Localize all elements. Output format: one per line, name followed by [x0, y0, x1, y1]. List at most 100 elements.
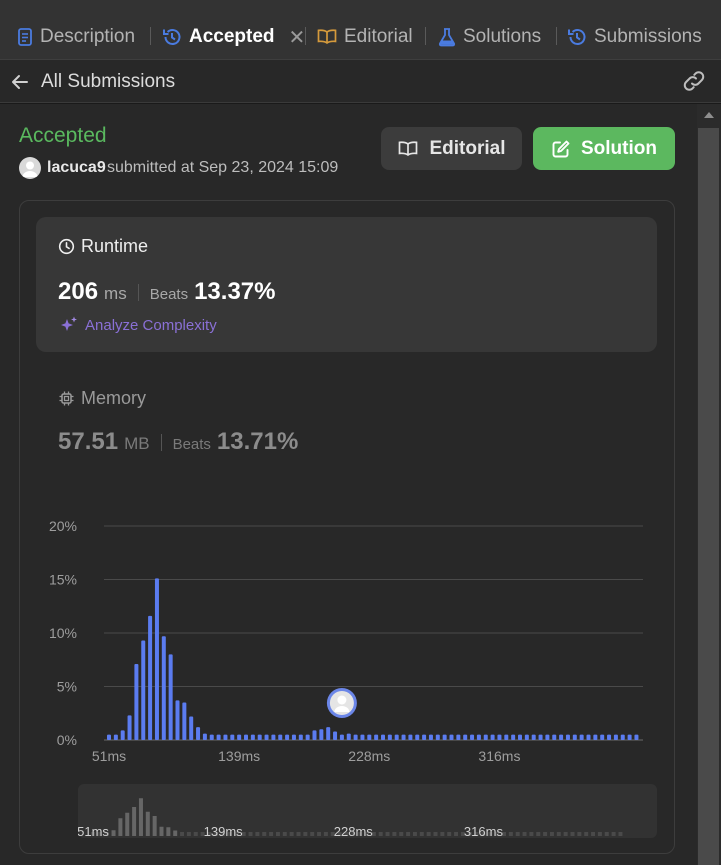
navigator-bar [481, 832, 486, 836]
history-icon [566, 26, 588, 48]
distribution-bar [285, 734, 290, 740]
navigator-bar [556, 832, 561, 836]
submission-header: All Submissions [0, 60, 721, 103]
close-icon[interactable]: ✕ [288, 26, 306, 49]
navigator-bar [460, 832, 465, 836]
distribution-bar [134, 664, 139, 740]
navigator-bar [193, 832, 198, 836]
navigator-bar [125, 812, 130, 836]
navigator-bar [426, 832, 431, 836]
distribution-bar [367, 734, 372, 740]
navigator-bar [433, 832, 438, 836]
distribution-bar [189, 716, 194, 740]
navigator-bar [378, 832, 383, 836]
distribution-bar [497, 734, 502, 740]
tab-accepted[interactable]: Accepted ✕ [161, 20, 305, 54]
distribution-bar [257, 734, 262, 740]
navigator-bar [180, 832, 185, 836]
distribution-bar [470, 734, 475, 740]
runtime-distribution-chart[interactable]: 0% 5% 10% 15% 20% 51ms 139ms 228ms 316ms [36, 500, 656, 780]
distribution-bar [559, 734, 564, 740]
tab-separator [150, 27, 151, 45]
navigator-bar [207, 832, 212, 836]
tab-description[interactable]: Description [16, 20, 135, 54]
y-tick-label: 5% [57, 679, 77, 695]
analyze-complexity-link[interactable]: Analyze Complexity [59, 315, 217, 335]
runtime-card[interactable] [36, 217, 657, 352]
memory-metric: 57.51 MB Beats 13.71% [58, 428, 298, 456]
x-tick-label: 139ms [218, 748, 260, 764]
x-tick-label: 51ms [92, 748, 126, 764]
marker-avatar-body [334, 706, 350, 712]
navigator-bar [282, 832, 287, 836]
navigator-bar [337, 832, 342, 836]
navigator-bar [275, 832, 280, 836]
navigator-bar [145, 811, 150, 836]
navigator-bar [138, 798, 143, 836]
tab-solutions[interactable]: Solutions [437, 20, 541, 54]
navigator-bar [419, 832, 424, 836]
book-icon [397, 140, 419, 158]
distribution-bar [552, 734, 557, 740]
navigator-bar [351, 832, 356, 836]
tab-editorial[interactable]: Editorial [316, 20, 413, 54]
distribution-bar [148, 615, 153, 740]
marker-avatar-head [337, 695, 347, 705]
navigator-bar [406, 832, 411, 836]
navigator-bar [399, 832, 404, 836]
distribution-bar [113, 734, 118, 740]
tab-accepted-label: Accepted [189, 26, 275, 47]
navigator-bar [371, 832, 376, 836]
distribution-bar [216, 734, 221, 740]
editorial-button-label: Editorial [429, 137, 506, 159]
distribution-bar [182, 702, 187, 740]
navigator-bar [303, 832, 308, 836]
arrow-left-icon[interactable] [8, 70, 32, 94]
distribution-bar [565, 734, 570, 740]
navigator-bar [262, 832, 267, 836]
navigator-bar [508, 832, 513, 836]
navigator-bar [549, 832, 554, 836]
navigator-bar [228, 832, 232, 836]
memory-heading[interactable]: Memory [58, 388, 146, 409]
tab-description-label: Description [40, 26, 136, 47]
distribution-bar [141, 640, 146, 740]
vertical-scrollbar[interactable] [697, 104, 721, 865]
navigator-bar [604, 832, 609, 836]
distribution-bar [435, 734, 440, 740]
distribution-bar [422, 734, 427, 740]
distribution-bar [120, 730, 125, 740]
distribution-bar [524, 734, 529, 740]
distribution-bar [250, 734, 255, 740]
distribution-bar [374, 734, 379, 740]
distribution-bar [305, 734, 310, 740]
distribution-bar [196, 727, 201, 740]
scroll-up-arrow[interactable] [704, 112, 714, 118]
link-icon[interactable] [681, 69, 707, 93]
tab-solutions-label: Solutions [463, 26, 542, 47]
chart-range-navigator[interactable]: 51ms 139ms 228ms 316ms [78, 784, 657, 838]
navigator-bar [118, 818, 123, 836]
tab-submissions-label: Submissions [594, 26, 702, 47]
distribution-bar [161, 636, 166, 740]
tab-submissions[interactable]: Submissions [566, 20, 702, 54]
navigator-bar [296, 832, 301, 836]
solution-button[interactable]: Solution [533, 127, 675, 170]
distribution-bar [586, 734, 591, 740]
all-submissions-link[interactable]: All Submissions [41, 71, 176, 92]
navigator-bar [91, 832, 95, 836]
avatar[interactable] [19, 157, 41, 179]
navigator-bar [132, 807, 137, 836]
editorial-button[interactable]: Editorial [381, 127, 522, 170]
username[interactable]: lacuca9 [47, 159, 106, 176]
distribution-bar [168, 654, 173, 740]
navigator-bar [111, 830, 116, 836]
distribution-bar [490, 734, 495, 740]
navigator-bar [365, 832, 369, 836]
distribution-bar [333, 731, 338, 740]
metric-divider [160, 433, 162, 451]
chip-icon [58, 390, 75, 407]
navigator-bar [234, 832, 239, 836]
scrollbar-thumb[interactable] [698, 128, 719, 865]
navigator-bar [502, 832, 506, 836]
